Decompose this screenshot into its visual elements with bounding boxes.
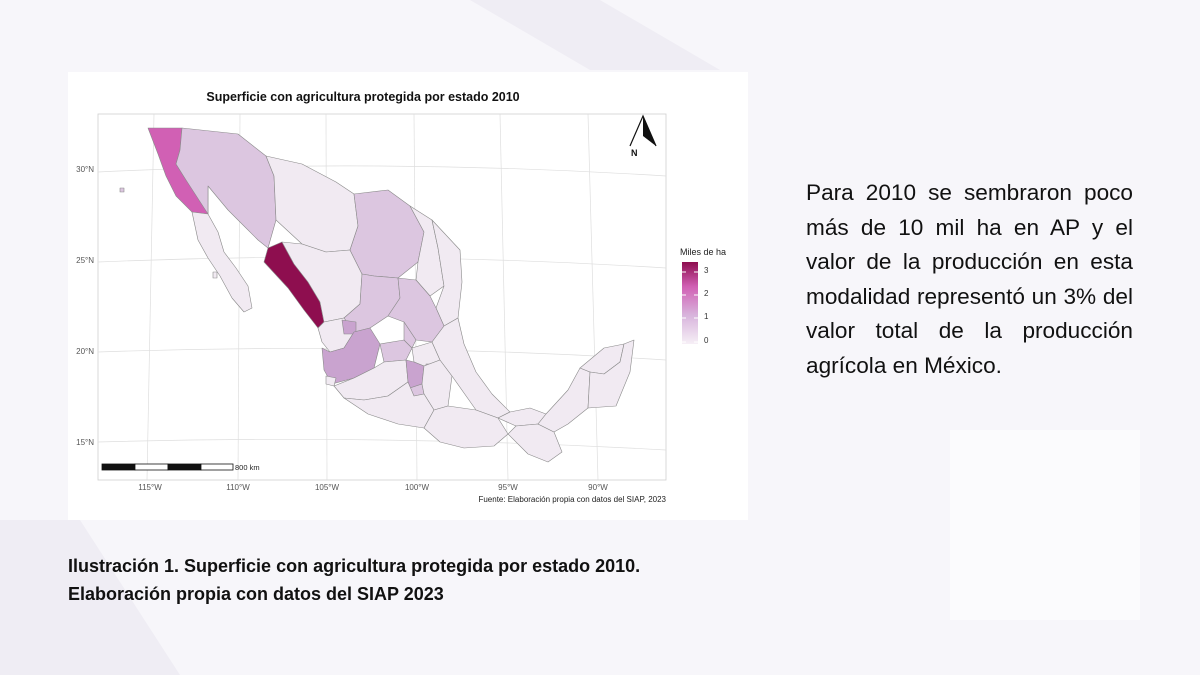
state-oaxaca: [423, 405, 509, 449]
lat-label-25: 25°N: [76, 256, 94, 265]
choropleth-map: [97, 113, 698, 481]
lat-label-15: 15°N: [76, 438, 94, 447]
state-quintana-roo: [587, 339, 635, 409]
lon-label-110: 110°W: [226, 483, 250, 492]
north-label: N: [631, 148, 638, 158]
state-guanajuato: [379, 339, 413, 363]
state-guerrero: [343, 381, 435, 429]
legend-tick-3: 3: [704, 266, 709, 275]
scale-bar: [101, 463, 234, 471]
scale-label: 800 km: [235, 463, 260, 472]
source-note: Fuente: Elaboración propia con datos del…: [478, 495, 666, 504]
legend-colorbar: [682, 262, 698, 344]
legend-tick-1: 1: [704, 312, 709, 321]
legend-title: Miles de ha: [680, 247, 727, 257]
figure-caption: Ilustración 1. Superficie con agricultur…: [68, 552, 768, 608]
lon-label-115: 115°W: [138, 483, 162, 492]
map-figure: Superficie con agricultura protegida por…: [68, 72, 748, 520]
state-baja-california-sur: [191, 211, 253, 313]
state-colima: [325, 375, 337, 387]
description-paragraph: Para 2010 se sembraron poco más de 10 mi…: [806, 180, 1133, 378]
legend-tick-2: 2: [704, 289, 709, 298]
north-arrow-icon: [629, 114, 657, 147]
lon-label-95: 95°W: [498, 483, 518, 492]
lon-label-100: 100°W: [404, 483, 430, 492]
lat-label-20: 20°N: [76, 347, 94, 356]
lat-label-30: 30°N: [76, 165, 94, 174]
lon-label-90: 90°W: [588, 483, 608, 492]
legend-tick-0: 0: [704, 336, 709, 345]
map-title: Superficie con agricultura protegida por…: [206, 90, 520, 104]
state-chiapas: [507, 423, 563, 463]
lon-label-105: 105°W: [314, 483, 340, 492]
caption-line-1: Ilustración 1. Superficie con agricultur…: [68, 556, 641, 576]
caption-line-2: Elaboración propia con datos del SIAP 20…: [68, 584, 444, 604]
